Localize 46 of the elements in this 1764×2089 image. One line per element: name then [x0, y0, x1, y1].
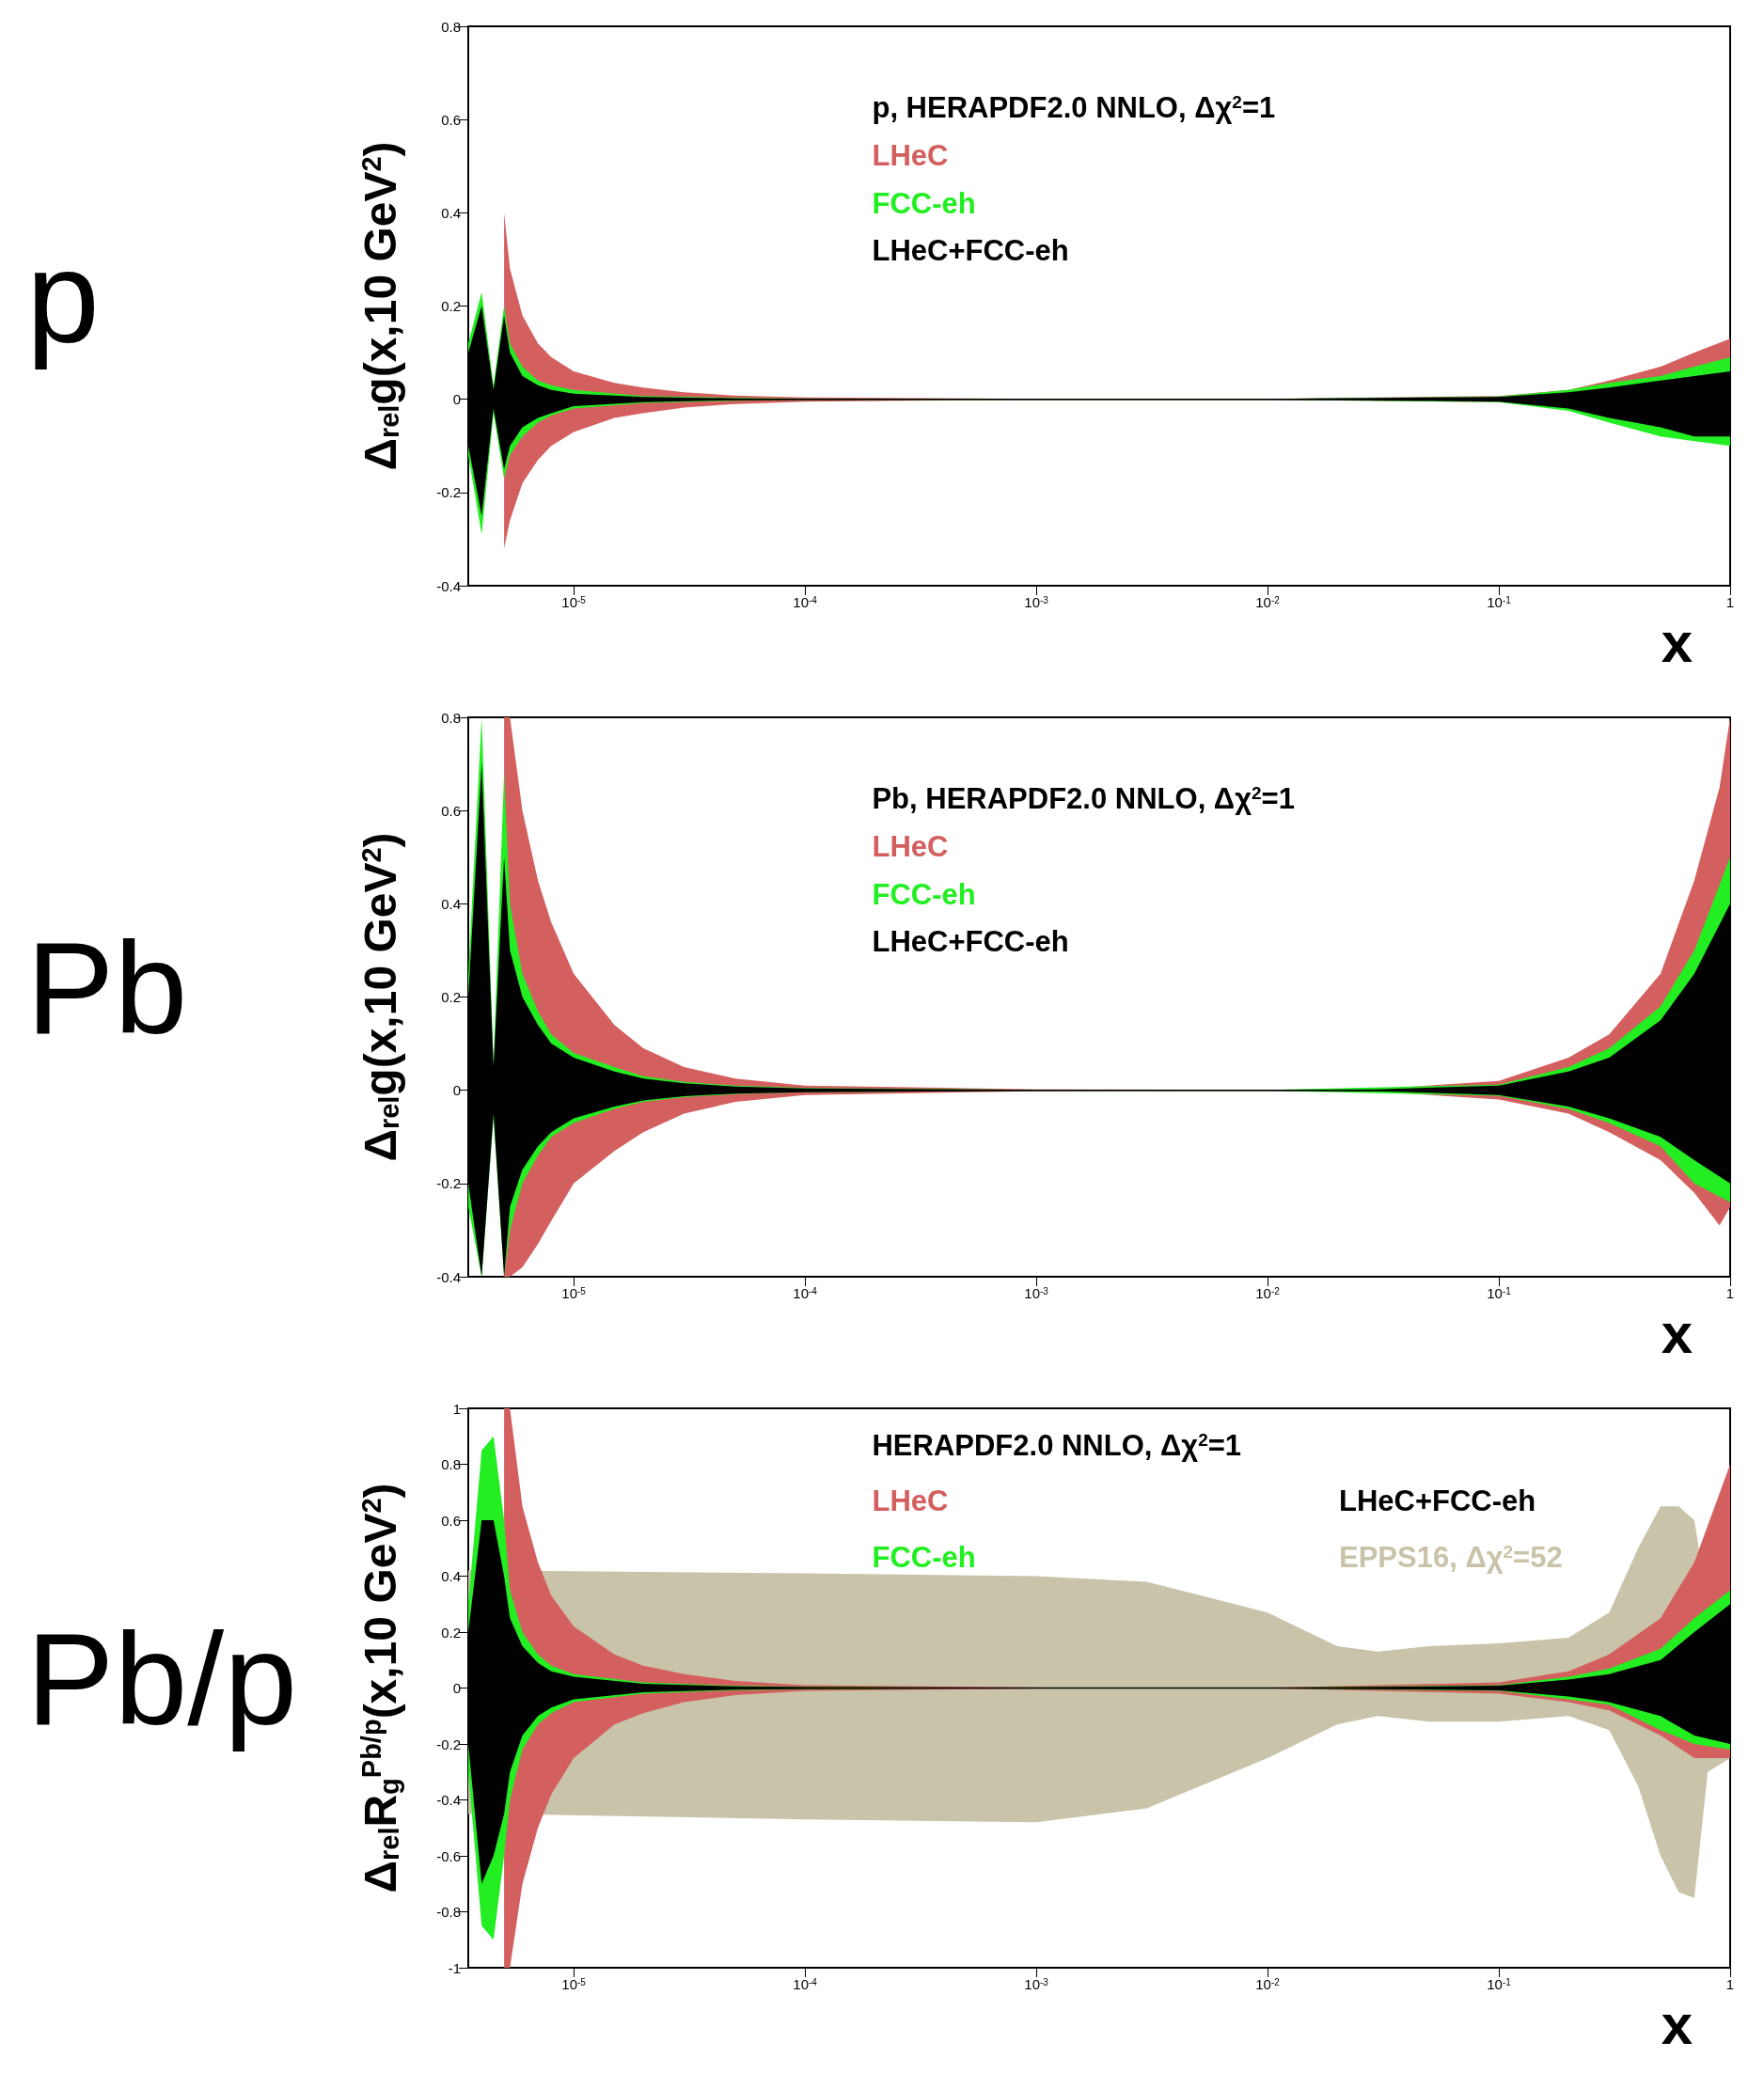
- y-tick-label: 0.8: [441, 18, 461, 35]
- y-tick-label: -0.2: [436, 484, 461, 501]
- y-tick-label: -0.4: [436, 577, 461, 594]
- y-tick-label: -0.6: [436, 1847, 461, 1864]
- y-tick-label: 0.6: [441, 802, 461, 819]
- legend-label: FCC-eh: [872, 186, 976, 220]
- legend-label: FCC-eh: [872, 877, 976, 911]
- y-tick-label: 0.6: [441, 1512, 461, 1529]
- y-tick-label: 0.4: [441, 204, 461, 221]
- legend-label: FCC-eh: [872, 1540, 976, 1574]
- y-tick-label: -0.8: [436, 1904, 461, 1920]
- y-axis-title: ΔrelRgPb/p(x,10 GeV2): [354, 1483, 405, 1893]
- text: p: [26, 223, 100, 370]
- y-tick-label: 0.4: [441, 895, 461, 912]
- x-axis-title: x: [1661, 610, 1693, 674]
- y-tick-label: 1: [452, 1400, 461, 1417]
- y-tick-label: 0.4: [441, 1568, 461, 1584]
- legend-label: LHeC: [872, 829, 949, 863]
- y-axis-title: Δrelg(x,10 GeV2): [354, 832, 405, 1162]
- y-tick-label: 0.2: [441, 298, 461, 314]
- text: LHeC+FCC-eh: [1338, 1484, 1536, 1518]
- y-tick-label: 0.2: [441, 989, 461, 1005]
- y-tick-label: 0.6: [441, 111, 461, 128]
- x-tick-label: 1: [1725, 594, 1735, 610]
- y-tick-label: 0: [452, 1680, 461, 1696]
- y-tick-label: 0.2: [441, 1624, 461, 1641]
- y-tick-label: 0.8: [441, 1456, 461, 1472]
- y-tick-label: -1: [448, 1959, 461, 1976]
- text: Pb: [26, 914, 188, 1061]
- y-tick-label: -0.4: [436, 1792, 461, 1808]
- y-axis-title: Δrelg(x,10 GeV2): [354, 141, 405, 471]
- text: LHeC+FCC-eh: [872, 234, 1069, 268]
- y-tick-label: 0: [452, 1082, 461, 1099]
- y-tick-label: 0: [452, 391, 461, 408]
- legend-label: LHeC: [872, 1484, 949, 1518]
- x-axis-title: x: [1661, 1301, 1693, 1365]
- text: Pb/p: [26, 1605, 297, 1752]
- text: LHeC+FCC-eh: [872, 925, 1069, 959]
- y-tick-label: 0.8: [441, 709, 461, 726]
- legend-label: LHeC: [872, 138, 949, 172]
- y-tick-label: -0.4: [436, 1268, 461, 1285]
- x-tick-label: 1: [1725, 1976, 1735, 1992]
- y-tick-label: -0.2: [436, 1736, 461, 1752]
- y-tick-label: -0.2: [436, 1175, 461, 1192]
- x-axis-title: x: [1661, 1992, 1693, 2056]
- x-tick-label: 1: [1725, 1285, 1735, 1301]
